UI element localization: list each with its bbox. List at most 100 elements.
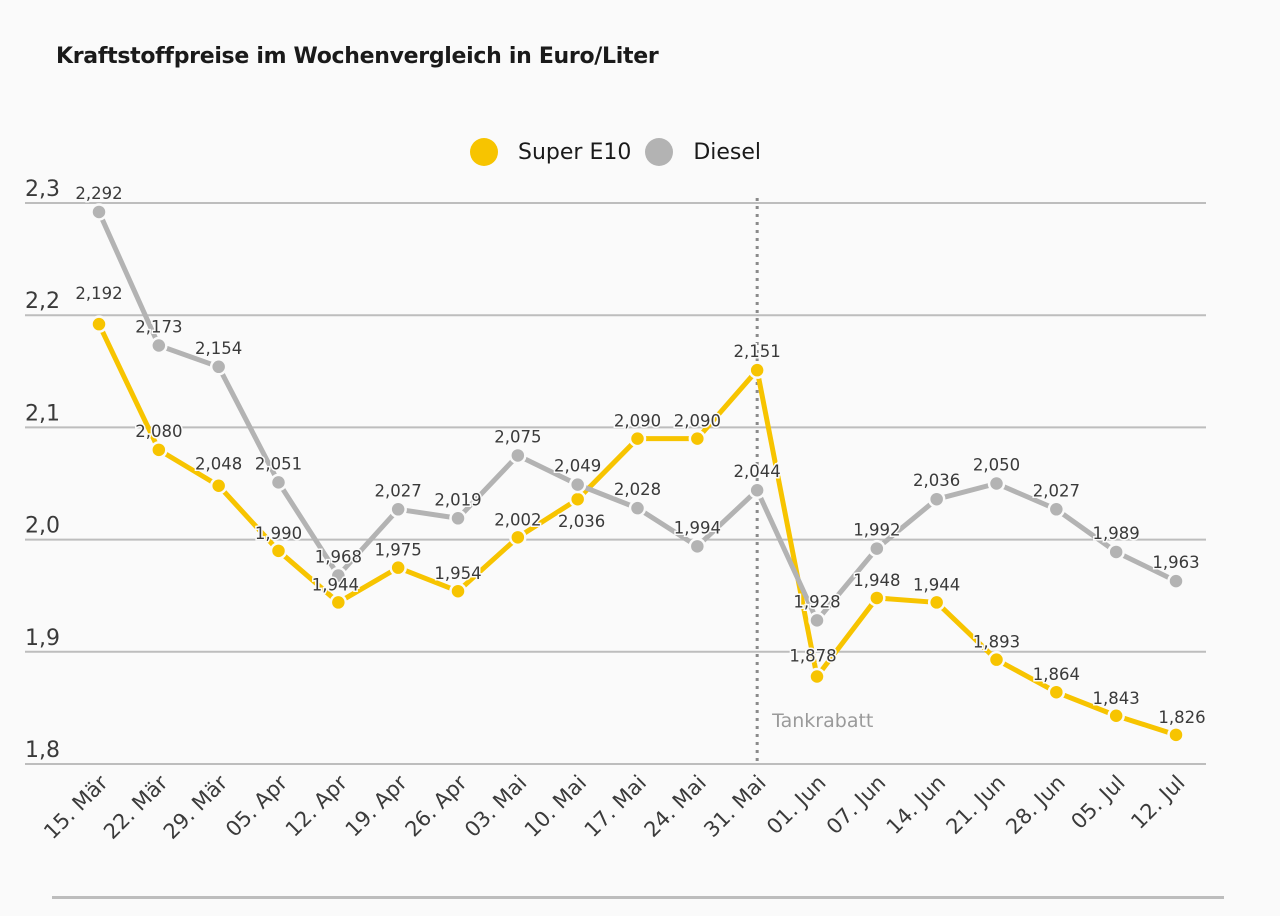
data-point bbox=[927, 490, 946, 508]
data-label: 2,151 bbox=[734, 342, 781, 361]
y-tick-label: 1,9 bbox=[25, 626, 60, 651]
data-label: 1,893 bbox=[973, 633, 1020, 652]
data-point bbox=[808, 667, 826, 686]
data-point bbox=[927, 593, 946, 612]
data-label: 1,954 bbox=[434, 564, 481, 583]
data-label: 2,044 bbox=[734, 462, 781, 481]
data-point bbox=[628, 429, 647, 448]
data-label: 2,080 bbox=[135, 422, 182, 441]
data-label: 1,948 bbox=[853, 571, 900, 590]
data-point bbox=[748, 361, 766, 379]
data-point bbox=[449, 509, 467, 528]
data-point bbox=[90, 203, 108, 221]
data-point bbox=[748, 481, 766, 499]
chart-title: Kraftstoffpreise im Wochenvergleich in E… bbox=[56, 44, 659, 69]
legend-label-diesel: Diesel bbox=[693, 139, 762, 165]
data-label: 2,090 bbox=[614, 412, 661, 431]
data-point bbox=[1167, 572, 1185, 590]
data-point bbox=[1167, 726, 1185, 744]
data-label: 2,192 bbox=[75, 284, 122, 303]
x-tick-label: 05. Jul bbox=[1066, 771, 1129, 834]
x-tick-label: 05. Apr bbox=[221, 770, 292, 841]
data-labels: 2,192 2,080 2,048 1,990 1,944 1,975 1,954 2,002… bbox=[74, 182, 1207, 728]
data-point bbox=[808, 611, 826, 630]
data-point bbox=[688, 429, 707, 448]
legend-label-super-e10: Super E10 bbox=[518, 139, 632, 165]
gridlines bbox=[25, 202, 1206, 765]
x-tick-label: 22. Mär bbox=[99, 770, 173, 844]
data-point bbox=[150, 336, 168, 355]
annotations: Tankrabatt bbox=[755, 198, 873, 764]
x-tick-label: 12. Jul bbox=[1126, 771, 1189, 834]
data-point bbox=[269, 542, 288, 560]
legend-swatch-diesel bbox=[645, 138, 674, 166]
data-point bbox=[568, 490, 587, 508]
data-point bbox=[90, 315, 108, 333]
data-point bbox=[509, 528, 527, 547]
chart-legend: Super E10 Diesel bbox=[470, 138, 775, 166]
data-point bbox=[209, 476, 228, 495]
y-axis: 2,3 2,2 2,1 2,0 1,9 1,8 bbox=[25, 177, 60, 763]
data-label: 2,051 bbox=[255, 454, 302, 473]
x-tick-label: 10. Mai bbox=[520, 771, 591, 842]
annotation-label: Tankrabatt bbox=[771, 710, 873, 732]
data-point bbox=[269, 473, 288, 492]
y-tick-label: 2,2 bbox=[25, 289, 60, 314]
data-point bbox=[1047, 500, 1066, 519]
legend-item-super-e10: Super E10 bbox=[470, 138, 631, 166]
data-label: 1,963 bbox=[1152, 553, 1199, 572]
x-tick-label: 19. Apr bbox=[341, 770, 412, 841]
data-point bbox=[449, 582, 467, 600]
data-point bbox=[987, 650, 1006, 669]
y-tick-label: 1,8 bbox=[25, 738, 60, 763]
data-point bbox=[509, 446, 527, 465]
data-label: 2,027 bbox=[375, 481, 422, 500]
x-tick-label: 31. Mai bbox=[699, 771, 770, 842]
data-label: 2,002 bbox=[494, 510, 541, 529]
data-label: 2,154 bbox=[195, 339, 242, 358]
data-point bbox=[868, 589, 886, 607]
data-label: 1,928 bbox=[793, 592, 840, 611]
data-point bbox=[628, 499, 647, 517]
x-tick-label: 26. Apr bbox=[401, 770, 472, 841]
data-label: 1,992 bbox=[853, 521, 900, 540]
data-label: 1,990 bbox=[255, 524, 302, 543]
data-label: 2,048 bbox=[195, 455, 242, 474]
x-tick-label: 01. Jun bbox=[762, 771, 831, 840]
data-label: 2,028 bbox=[614, 480, 661, 499]
data-label: 1,843 bbox=[1093, 689, 1140, 708]
data-point bbox=[1107, 707, 1125, 725]
data-label: 1,944 bbox=[913, 575, 960, 594]
y-tick-label: 2,0 bbox=[25, 514, 60, 539]
x-tick-label: 14. Jun bbox=[882, 771, 951, 840]
data-label: 1,975 bbox=[375, 541, 422, 560]
data-label: 2,049 bbox=[554, 457, 601, 476]
data-label: 1,968 bbox=[315, 548, 362, 567]
data-label: 2,075 bbox=[494, 427, 541, 446]
footer-divider bbox=[52, 896, 1224, 899]
data-label: 2,027 bbox=[1033, 481, 1080, 500]
data-label: 2,036 bbox=[913, 471, 960, 490]
data-label: 2,090 bbox=[674, 412, 721, 431]
x-tick-label: 21. Jun bbox=[942, 771, 1011, 840]
data-point bbox=[329, 566, 348, 585]
data-point bbox=[209, 358, 228, 376]
x-tick-label: 24. Mai bbox=[640, 771, 711, 842]
x-tick-label: 03. Mai bbox=[460, 771, 531, 842]
data-point bbox=[389, 500, 407, 519]
data-point bbox=[1047, 683, 1066, 701]
data-point bbox=[987, 474, 1006, 493]
x-tick-label: 17. Mai bbox=[580, 771, 651, 842]
data-point bbox=[1107, 543, 1125, 561]
data-label: 1,878 bbox=[789, 646, 836, 665]
data-point bbox=[329, 593, 348, 612]
x-tick-label: 12. Apr bbox=[281, 770, 352, 841]
data-point bbox=[688, 537, 707, 556]
data-label: 1,864 bbox=[1033, 665, 1080, 684]
data-label: 2,292 bbox=[75, 184, 122, 203]
legend-swatch-super-e10 bbox=[470, 138, 498, 166]
data-label: 1,989 bbox=[1093, 524, 1140, 543]
series-points bbox=[90, 203, 1185, 744]
